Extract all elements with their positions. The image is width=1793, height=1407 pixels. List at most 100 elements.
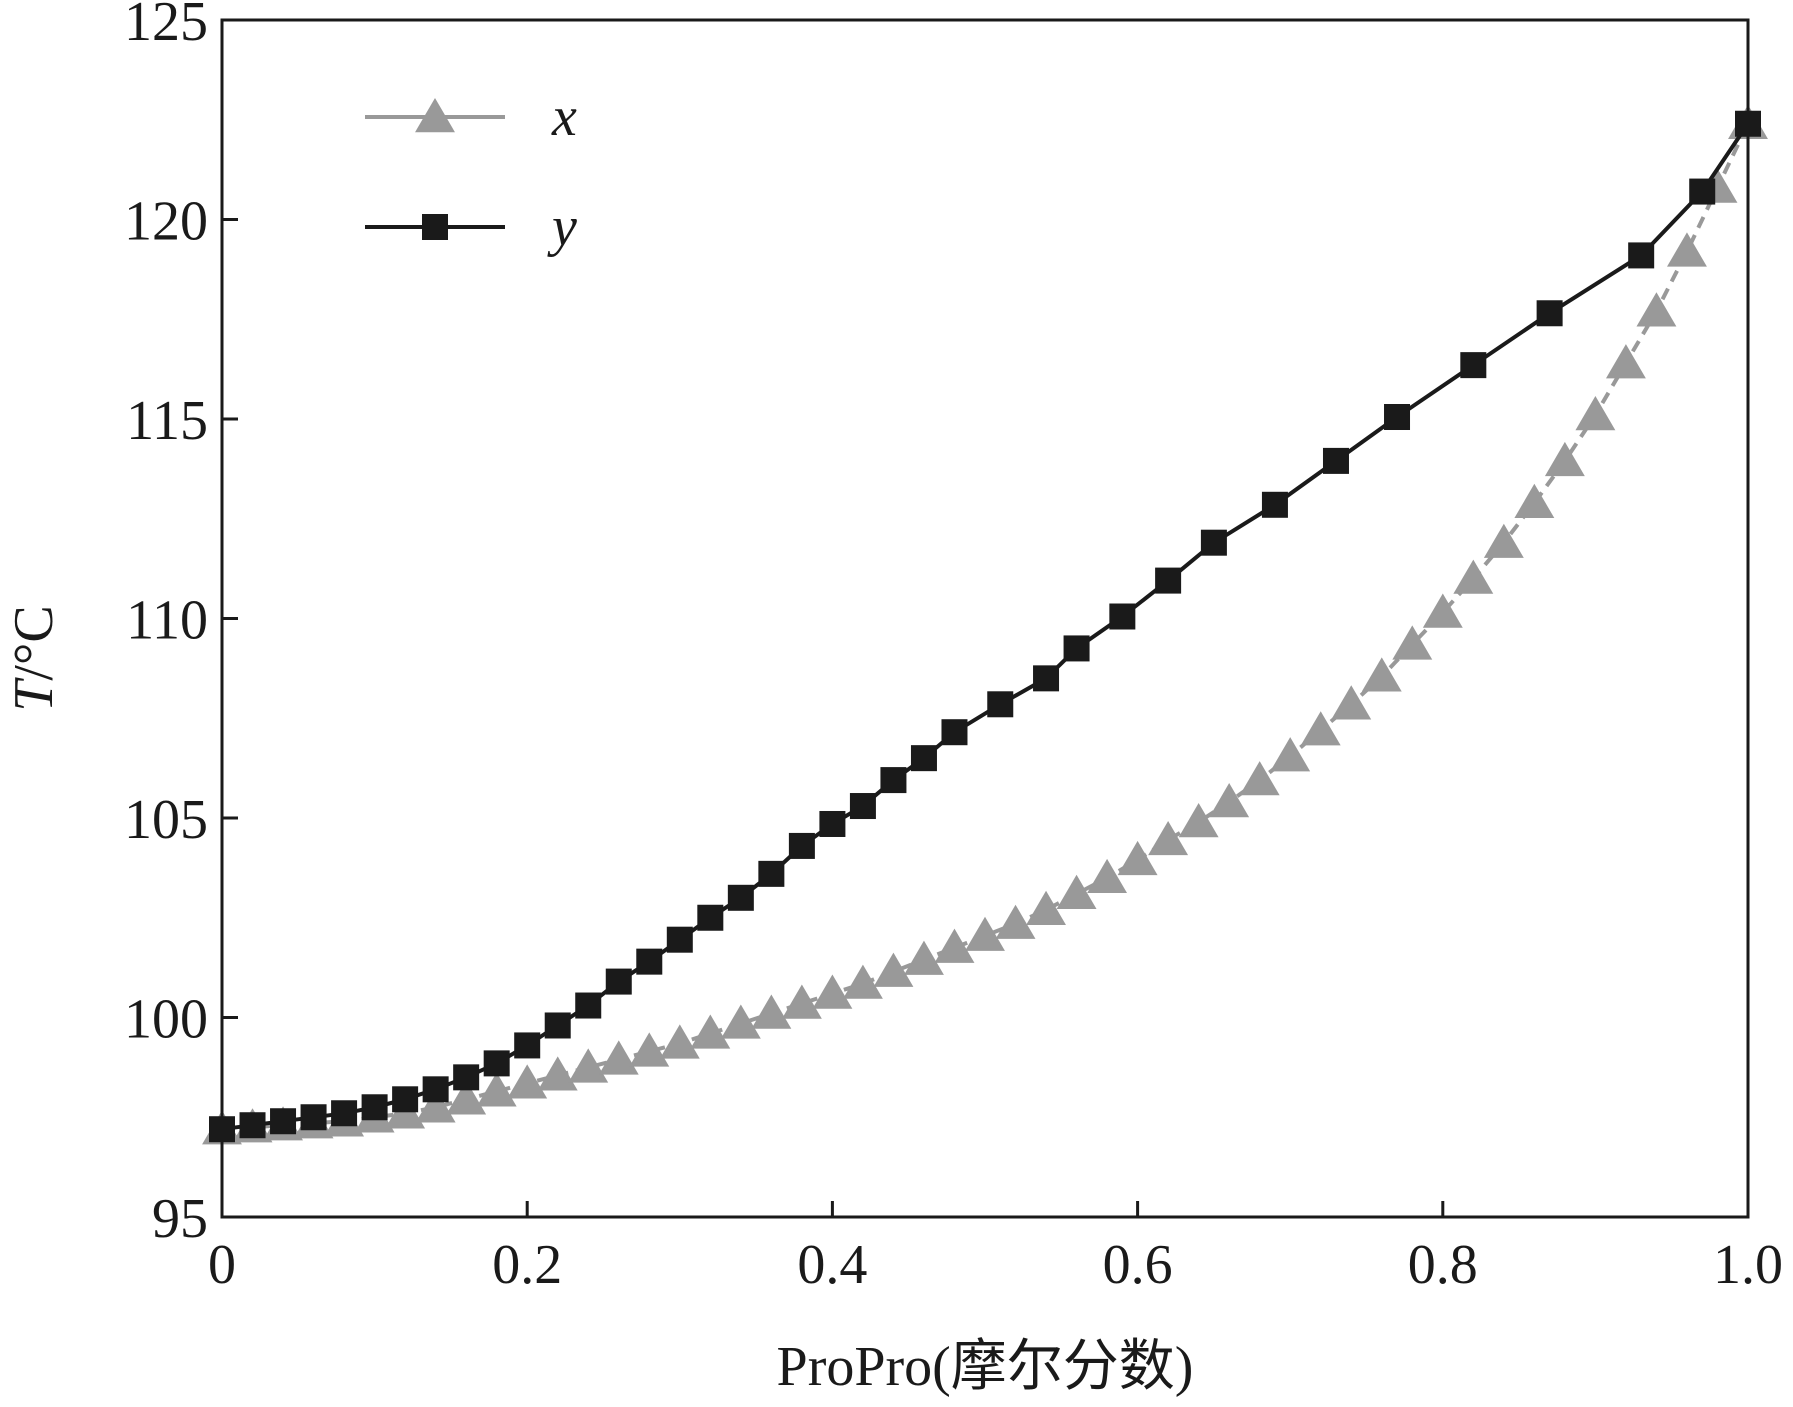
data-point-y <box>941 719 968 746</box>
data-point-x <box>415 1088 456 1123</box>
x-tick-label: 1.0 <box>1713 1234 1783 1296</box>
data-point-x <box>1270 737 1311 772</box>
data-point-x <box>1392 625 1433 660</box>
data-point-y <box>727 884 754 911</box>
data-point-y <box>605 968 632 995</box>
data-point-x <box>1148 820 1189 856</box>
data-point-x <box>1209 783 1250 818</box>
x-tick-label: 0.6 <box>1103 1234 1173 1296</box>
data-point-x <box>1239 761 1280 796</box>
data-point-x <box>629 1032 670 1067</box>
data-point-x <box>598 1040 639 1075</box>
data-point-y <box>987 691 1014 718</box>
legend: xy <box>365 86 577 258</box>
y-tick-label: 105 <box>124 789 208 851</box>
data-point-y <box>392 1086 419 1113</box>
x-tick-label: 0.2 <box>492 1234 562 1296</box>
y-axis-title: T/°C <box>3 605 65 711</box>
data-point-x <box>568 1048 609 1083</box>
data-point-y <box>453 1064 480 1091</box>
data-point-y <box>1322 447 1349 474</box>
data-point-x <box>1636 292 1677 327</box>
y-tick-label: 115 <box>126 390 208 452</box>
data-point-x <box>934 928 975 963</box>
data-point-x <box>1422 593 1463 628</box>
data-point-x <box>1117 840 1158 876</box>
data-point-y <box>1033 665 1060 692</box>
data-point-x <box>1361 657 1402 692</box>
data-point-x <box>812 974 853 1009</box>
data-point-y <box>575 992 602 1019</box>
y-tick-label: 125 <box>124 0 208 53</box>
data-point-x <box>720 1004 761 1039</box>
data-point-x <box>1300 711 1341 746</box>
data-point-y <box>270 1108 297 1135</box>
data-point-y <box>1109 603 1136 630</box>
data-point-y <box>483 1050 510 1077</box>
data-point-x <box>1544 441 1585 477</box>
data-point-y <box>910 745 937 772</box>
data-point-x <box>904 940 944 975</box>
legend-marker-y <box>422 214 448 240</box>
x-axis-title: ProPro(摩尔分数) <box>777 1336 1194 1398</box>
legend-item-x: x <box>365 86 577 148</box>
data-point-y <box>544 1012 571 1039</box>
data-point-y <box>880 767 907 794</box>
data-point-y <box>666 926 693 953</box>
data-point-x <box>873 952 914 987</box>
data-point-x <box>476 1072 517 1107</box>
series-y <box>209 110 1761 1143</box>
data-point-y <box>1063 635 1090 662</box>
data-point-y <box>1384 404 1411 431</box>
y-tick-label: 120 <box>124 191 208 253</box>
data-point-x <box>751 994 792 1029</box>
x-axis: 0 0.2 0.4 0.6 0.8 1.0 <box>208 1201 1783 1296</box>
legend-label: x <box>551 86 577 148</box>
data-point-x <box>1087 858 1128 894</box>
data-point-y <box>1536 300 1563 327</box>
x-tick-label: 0 <box>208 1234 236 1296</box>
data-point-x <box>1514 483 1555 518</box>
data-point-y <box>1689 178 1716 205</box>
data-point-y <box>1200 529 1227 556</box>
legend-label: y <box>547 196 577 258</box>
data-point-x <box>965 916 1005 951</box>
data-point-y <box>697 904 724 931</box>
data-point-x <box>842 964 883 999</box>
series-x <box>202 104 1768 1145</box>
data-point-y <box>361 1094 388 1121</box>
x-tick-label: 0.4 <box>797 1234 867 1296</box>
data-point-y <box>1460 352 1487 379</box>
data-point-y <box>1628 242 1655 269</box>
y-axis-title-unit: /°C <box>3 605 65 680</box>
data-point-x <box>1667 232 1707 267</box>
data-point-y <box>758 860 785 887</box>
plot-area <box>202 104 1768 1145</box>
x-tick-label: 0.8 <box>1408 1234 1478 1296</box>
data-point-y <box>819 810 846 837</box>
data-point-x <box>659 1024 700 1059</box>
data-point-y <box>1261 491 1288 518</box>
data-point-x <box>1453 559 1494 594</box>
y-axis-title-symbol: T <box>3 677 65 712</box>
legend-item-y: y <box>365 196 577 258</box>
data-point-x <box>690 1014 731 1049</box>
data-point-x <box>995 904 1036 939</box>
y-tick-label: 95 <box>152 1188 208 1250</box>
data-point-y <box>1155 567 1182 594</box>
data-point-y <box>514 1032 541 1059</box>
data-point-y <box>300 1104 327 1131</box>
data-point-y <box>239 1112 266 1139</box>
data-point-x <box>446 1080 487 1115</box>
data-point-y <box>422 1076 449 1103</box>
data-point-x <box>781 984 822 1019</box>
data-point-x <box>1605 344 1646 379</box>
data-point-x <box>507 1064 548 1099</box>
data-point-x <box>1178 802 1219 838</box>
data-point-y <box>849 793 876 820</box>
data-point-x <box>1026 890 1066 925</box>
y-axis: 95 100 105 110 115 120 125 <box>124 0 238 1250</box>
data-point-y <box>636 948 663 975</box>
y-tick-label: 100 <box>124 989 208 1051</box>
